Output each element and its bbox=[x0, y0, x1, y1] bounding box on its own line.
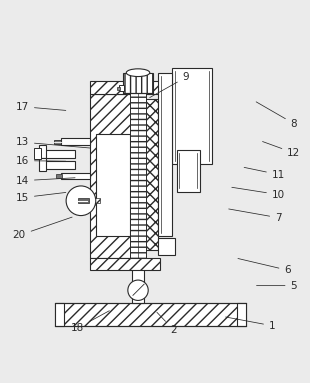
Text: 6: 6 bbox=[238, 259, 291, 275]
Bar bbox=[90, 94, 132, 258]
Text: 17: 17 bbox=[16, 101, 66, 111]
Ellipse shape bbox=[126, 69, 150, 77]
Bar bbox=[55, 303, 64, 326]
Bar bbox=[96, 134, 130, 236]
Text: 8: 8 bbox=[256, 102, 297, 129]
Bar bbox=[117, 87, 120, 90]
Bar bbox=[130, 93, 146, 258]
Bar bbox=[78, 198, 89, 203]
Bar bbox=[119, 85, 124, 91]
Bar bbox=[61, 138, 90, 145]
Bar bbox=[34, 148, 41, 159]
Bar bbox=[158, 238, 175, 255]
Bar bbox=[39, 145, 46, 158]
Circle shape bbox=[66, 186, 96, 216]
Text: 18: 18 bbox=[71, 311, 109, 333]
Bar bbox=[158, 73, 172, 236]
Bar bbox=[55, 303, 246, 326]
Text: 20: 20 bbox=[13, 217, 72, 240]
Text: 9: 9 bbox=[150, 72, 189, 98]
Bar bbox=[172, 68, 212, 164]
Bar bbox=[54, 140, 61, 144]
Bar bbox=[56, 174, 62, 178]
Text: 16: 16 bbox=[16, 155, 66, 165]
Text: 12: 12 bbox=[263, 142, 300, 158]
Text: 14: 14 bbox=[16, 176, 75, 186]
Bar bbox=[39, 157, 46, 170]
Text: 2: 2 bbox=[157, 312, 177, 335]
Text: 5: 5 bbox=[257, 281, 297, 291]
Text: 11: 11 bbox=[244, 167, 285, 180]
Text: 7: 7 bbox=[229, 209, 282, 223]
Bar bbox=[177, 150, 200, 192]
Bar bbox=[132, 255, 144, 303]
Text: 10: 10 bbox=[232, 187, 285, 200]
Bar bbox=[61, 173, 90, 179]
Bar bbox=[123, 73, 153, 93]
Bar bbox=[90, 81, 160, 94]
Bar bbox=[73, 198, 100, 203]
Bar bbox=[237, 303, 246, 326]
Circle shape bbox=[128, 280, 148, 300]
Bar bbox=[132, 99, 158, 250]
Text: 13: 13 bbox=[16, 137, 91, 148]
Bar bbox=[46, 149, 75, 158]
Text: 15: 15 bbox=[16, 192, 66, 203]
Bar bbox=[90, 258, 160, 270]
Text: 1: 1 bbox=[226, 317, 276, 331]
Bar bbox=[46, 160, 75, 169]
